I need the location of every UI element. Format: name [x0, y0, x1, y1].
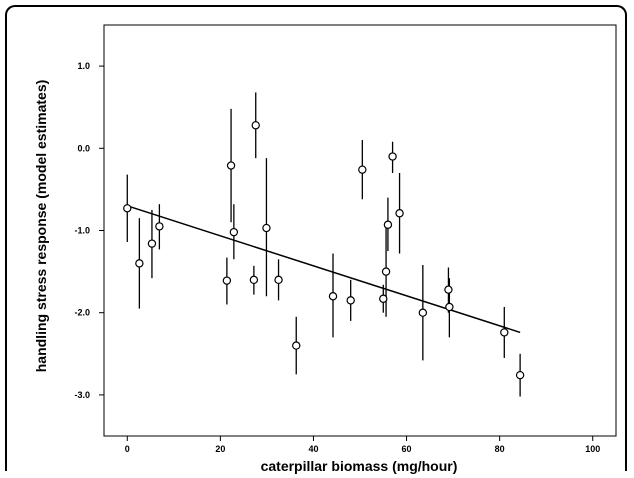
- data-point: [418, 308, 428, 317]
- data-point: [155, 222, 164, 231]
- x-tick-label: 0: [125, 444, 130, 454]
- data-point: [147, 239, 157, 248]
- trend-line: [127, 205, 521, 334]
- x-tick-label: 60: [402, 444, 412, 454]
- data-point: [222, 276, 232, 285]
- data-point: [262, 223, 271, 233]
- y-tick-label: 1.0: [77, 61, 90, 71]
- data-point: [395, 209, 404, 218]
- y-tick-label: -1.0: [74, 226, 90, 236]
- data-point: [445, 302, 454, 312]
- data-point: [500, 328, 509, 337]
- x-tick-label: 80: [495, 444, 505, 454]
- data-point: [515, 370, 525, 380]
- x-tick-label: 100: [585, 444, 600, 454]
- data-point: [226, 161, 236, 170]
- data-point: [135, 259, 144, 268]
- data-point: [328, 292, 338, 301]
- data-point: [388, 152, 397, 161]
- data-point: [249, 275, 259, 285]
- y-tick-label: 0.0: [77, 143, 90, 153]
- data-points: [123, 121, 525, 380]
- x-tick-label: 20: [215, 444, 225, 454]
- data-point: [358, 165, 367, 174]
- data-point: [383, 220, 393, 229]
- y-axis: 1.0 0.0 -1.0 -2.0 -3.0: [74, 61, 104, 400]
- data-point: [229, 227, 239, 237]
- data-point: [123, 204, 132, 213]
- x-tick-label: 40: [308, 444, 318, 454]
- figure-frame: [5, 5, 627, 471]
- plot-area: [103, 24, 617, 437]
- error-bars: [126, 92, 521, 397]
- y-axis-title: handling stress response (model estimate…: [33, 80, 49, 373]
- y-tick-label: -3.0: [74, 390, 90, 400]
- data-point: [381, 267, 391, 276]
- data-point: [444, 285, 453, 294]
- data-point: [346, 296, 355, 305]
- data-point: [379, 294, 388, 303]
- x-axis: 0 20 40 60 80 100: [125, 436, 600, 454]
- x-axis-title: caterpillar biomass (mg/hour): [261, 458, 458, 474]
- data-point: [274, 275, 283, 285]
- data-point: [292, 341, 301, 350]
- data-point: [251, 121, 260, 130]
- y-tick-label: -2.0: [74, 308, 90, 318]
